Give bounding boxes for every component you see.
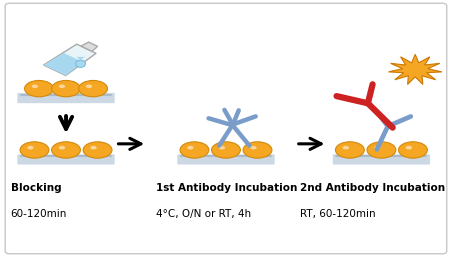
Polygon shape bbox=[44, 44, 96, 76]
Circle shape bbox=[211, 142, 240, 158]
Circle shape bbox=[59, 85, 65, 88]
Polygon shape bbox=[76, 57, 84, 60]
FancyBboxPatch shape bbox=[18, 93, 115, 103]
Polygon shape bbox=[44, 53, 83, 76]
Circle shape bbox=[343, 146, 349, 150]
Text: 60-120min: 60-120min bbox=[10, 209, 67, 219]
Circle shape bbox=[27, 146, 34, 150]
Polygon shape bbox=[81, 42, 98, 51]
Text: 1st Antibody Incubation: 1st Antibody Incubation bbox=[156, 183, 298, 194]
FancyBboxPatch shape bbox=[5, 3, 447, 254]
Circle shape bbox=[187, 146, 193, 150]
Text: 2nd Antibody Incubation: 2nd Antibody Incubation bbox=[301, 183, 446, 194]
Circle shape bbox=[52, 142, 81, 158]
Circle shape bbox=[399, 142, 428, 158]
Circle shape bbox=[219, 146, 225, 150]
Circle shape bbox=[91, 146, 97, 150]
Circle shape bbox=[86, 85, 92, 88]
Circle shape bbox=[59, 146, 65, 150]
Circle shape bbox=[180, 142, 209, 158]
Circle shape bbox=[336, 142, 365, 158]
Circle shape bbox=[374, 146, 381, 150]
Circle shape bbox=[25, 80, 54, 97]
Circle shape bbox=[79, 80, 108, 97]
Circle shape bbox=[83, 142, 112, 158]
Circle shape bbox=[367, 142, 396, 158]
FancyBboxPatch shape bbox=[18, 154, 115, 164]
FancyBboxPatch shape bbox=[177, 154, 274, 164]
Polygon shape bbox=[388, 54, 442, 85]
Circle shape bbox=[406, 146, 412, 150]
Circle shape bbox=[32, 85, 38, 88]
Circle shape bbox=[250, 146, 256, 150]
Circle shape bbox=[243, 142, 272, 158]
Text: 4°C, O/N or RT, 4h: 4°C, O/N or RT, 4h bbox=[156, 209, 251, 219]
Circle shape bbox=[52, 80, 81, 97]
Text: Blocking: Blocking bbox=[10, 183, 61, 194]
Text: RT, 60-120min: RT, 60-120min bbox=[301, 209, 376, 219]
Ellipse shape bbox=[75, 60, 85, 67]
FancyBboxPatch shape bbox=[333, 154, 430, 164]
Circle shape bbox=[20, 142, 49, 158]
